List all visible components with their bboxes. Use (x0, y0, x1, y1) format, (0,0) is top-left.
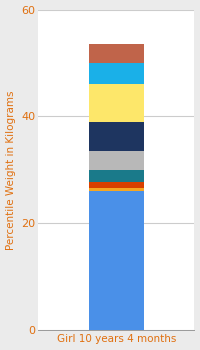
Bar (89, 182, 144, 188)
Bar (89, 170, 144, 182)
Bar (89, 122, 144, 151)
Bar (89, 151, 144, 170)
Bar (89, 191, 144, 330)
Bar (89, 188, 144, 191)
Y-axis label: Percentile Weight in Kilograms: Percentile Weight in Kilograms (6, 90, 16, 250)
Bar (89, 63, 144, 84)
Bar (89, 44, 144, 63)
Bar (89, 84, 144, 122)
